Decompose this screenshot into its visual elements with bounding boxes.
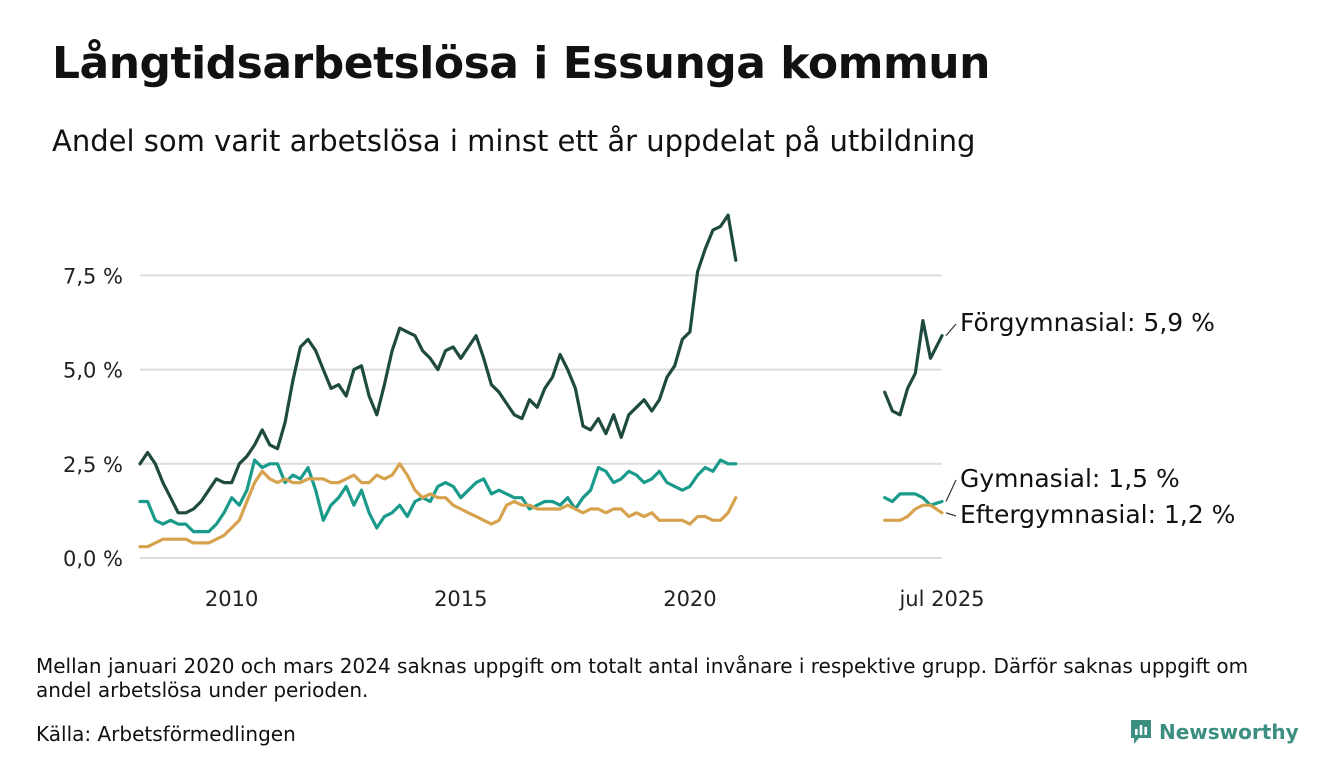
x-tick-label: jul 2025 (898, 587, 984, 611)
series-lines (138, 213, 944, 549)
gridlines (140, 274, 942, 559)
series-line-förgymnasial (138, 213, 738, 515)
y-tick-label: 5,0 % (63, 359, 123, 383)
brand-name: Newsworthy (1159, 720, 1299, 744)
label-leader-line (945, 512, 957, 517)
label-leader-line (945, 479, 957, 502)
y-tick-label: 0,0 % (63, 547, 123, 571)
series-line-eftergymnasial (138, 462, 738, 549)
source-credit: Källa: Arbetsförmedlingen (36, 722, 296, 746)
end-labels: Förgymnasial: 5,9 % Gymnasial: 1,5 % Efter… (945, 308, 1235, 529)
end-label-eftergymnasial: Eftergymnasial: 1,2 % (960, 500, 1235, 529)
footnote: Mellan januari 2020 och mars 2024 saknas… (36, 654, 1249, 702)
x-tick-label: 2020 (663, 587, 716, 611)
end-label-förgymnasial: Förgymnasial: 5,9 % (960, 308, 1215, 337)
x-tick-label: 2015 (434, 587, 487, 611)
y-tick-label: 7,5 % (63, 264, 123, 288)
newsworthy-logo-icon (1131, 720, 1151, 744)
chart-title: Långtidsarbetslösa i Essunga kommun (52, 38, 990, 89)
series-line-gymnasial (883, 492, 944, 507)
series-line-gymnasial (138, 458, 738, 534)
brand-logo: Newsworthy (1129, 718, 1299, 746)
line-chart: 0,0 % 2,5 % 5,0 % 7,5 % 2010 2015 2020 jul 202… (63, 213, 1235, 611)
series-line-eftergymnasial (883, 503, 944, 522)
x-axis-ticks: 2010 2015 2020 jul 2025 (205, 587, 985, 611)
label-leader-line (945, 323, 957, 337)
end-label-gymnasial: Gymnasial: 1,5 % (960, 464, 1180, 493)
series-line-förgymnasial (883, 319, 944, 417)
x-tick-label: 2010 (205, 587, 258, 611)
y-axis-ticks: 0,0 % 2,5 % 5,0 % 7,5 % (63, 264, 123, 571)
chart-subtitle: Andel som varit arbetslösa i minst ett å… (52, 124, 976, 158)
y-tick-label: 2,5 % (63, 453, 123, 477)
